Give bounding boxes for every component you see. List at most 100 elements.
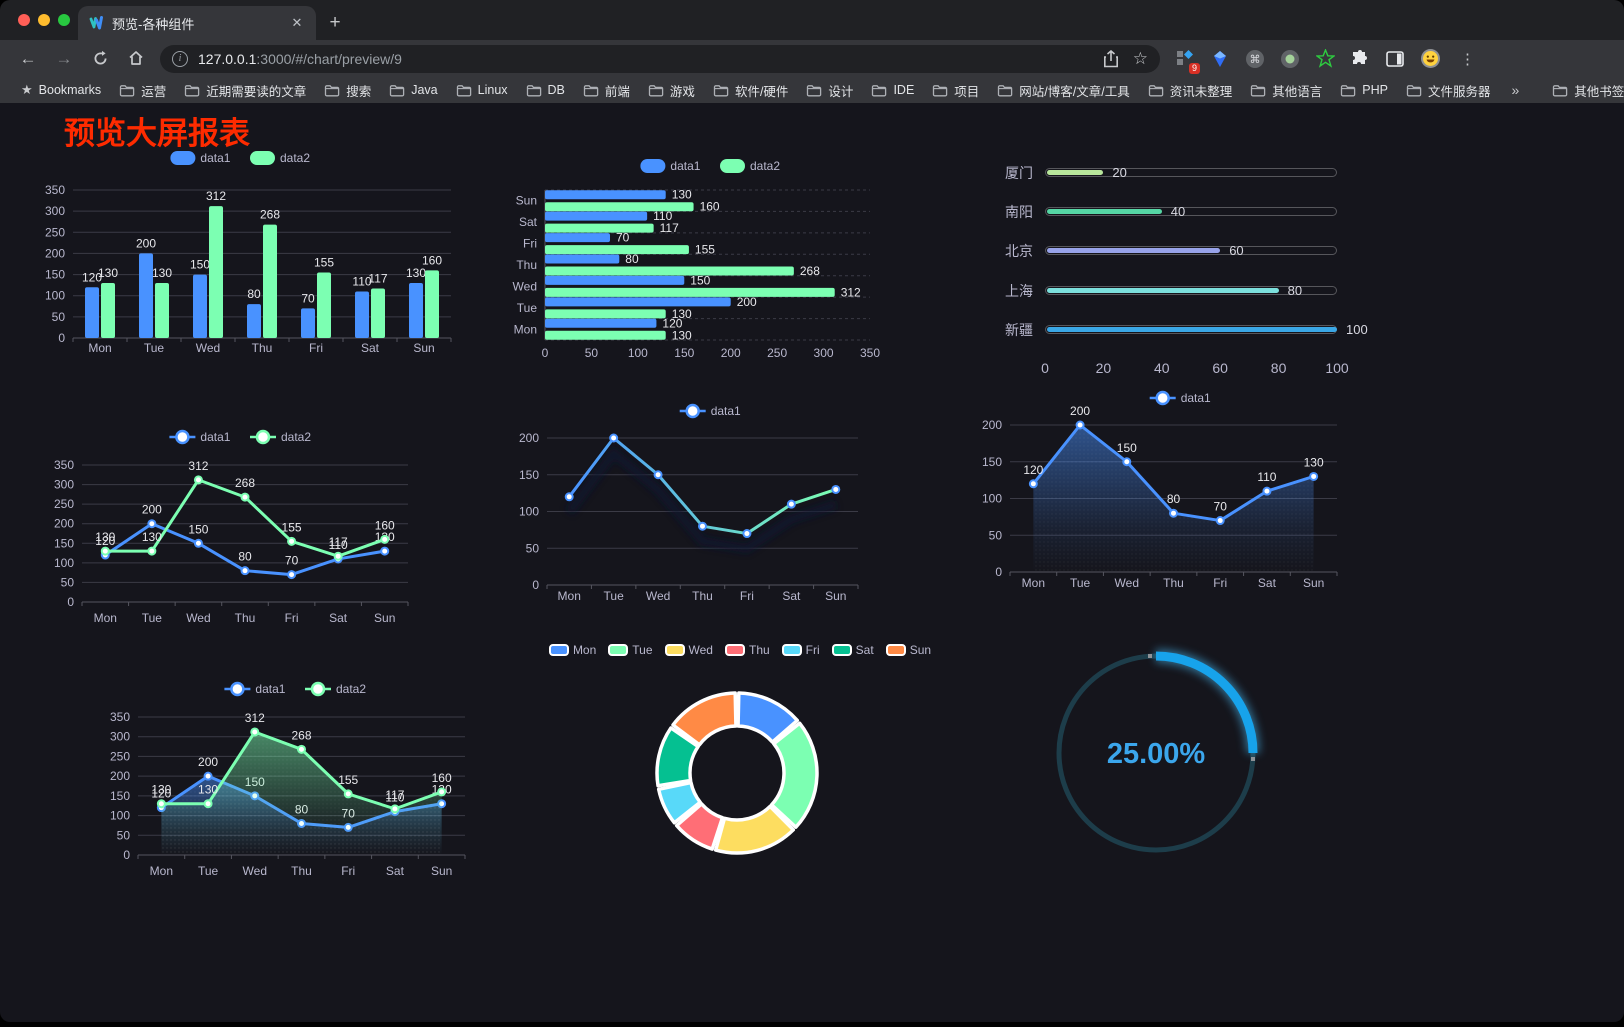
svg-text:150: 150: [519, 468, 539, 482]
bookmark-folder-6[interactable]: 前端: [576, 79, 637, 102]
legend-item-data1[interactable]: data1: [169, 429, 231, 445]
svg-text:200: 200: [519, 431, 539, 445]
legend-item-data2[interactable]: data2: [250, 151, 310, 165]
donut-slice-Fri[interactable]: [656, 780, 702, 825]
extension-emoji-icon[interactable]: [1419, 48, 1441, 70]
extensions-puzzle-icon[interactable]: [1349, 48, 1371, 70]
svg-text:130: 130: [95, 530, 115, 544]
legend-item-data1[interactable]: data1: [1149, 390, 1211, 406]
bar-data1-Thu: [247, 304, 261, 338]
browser-menu-icon[interactable]: ⋮: [1460, 50, 1475, 68]
hbar-data2-Thu: [545, 266, 794, 276]
url-text[interactable]: 127.0.0.1:3000/#/chart/preview/9: [198, 51, 402, 67]
svg-text:data2: data2: [281, 430, 311, 444]
svg-text:80: 80: [1167, 492, 1181, 506]
legend-item-Mon[interactable]: Mon: [548, 643, 596, 657]
browser-tab[interactable]: 预览-各种组件 ✕: [78, 6, 316, 40]
gauge-svg: 25.00%: [1056, 649, 1260, 853]
svg-text:117: 117: [368, 272, 387, 286]
bookmark-item-bookmarks[interactable]: ★ Bookmarks: [21, 82, 102, 97]
svg-text:300: 300: [45, 204, 65, 218]
bookmark-folder-8[interactable]: 软件/硬件: [706, 79, 795, 102]
back-icon[interactable]: ←: [19, 48, 37, 68]
bookmark-folder-1[interactable]: 近期需要读的文章: [177, 79, 313, 102]
tab-close-icon[interactable]: ✕: [291, 15, 303, 30]
minimize-window-button[interactable]: [38, 14, 50, 26]
bookmark-folder-9[interactable]: 设计: [799, 79, 860, 102]
extension-kite-icon[interactable]: [1209, 48, 1231, 70]
legend-item-data1[interactable]: data1: [170, 151, 231, 165]
svg-text:Thu: Thu: [516, 258, 537, 272]
donut-slice-Sat[interactable]: [655, 726, 700, 788]
side-panel-icon[interactable]: [1384, 48, 1406, 70]
svg-text:Sat: Sat: [519, 215, 538, 229]
hbar-data1-Tue: [545, 297, 731, 307]
new-tab-button[interactable]: +: [329, 12, 341, 33]
legend-item-Sat[interactable]: Sat: [831, 643, 874, 657]
home-icon[interactable]: [121, 44, 151, 74]
hbar-data2-Wed: [545, 287, 835, 297]
bookmark-star-icon[interactable]: ☆: [1132, 48, 1148, 68]
legend-item-Fri[interactable]: Fri: [781, 643, 820, 657]
tab-strip: 预览-各种组件 ✕ +: [0, 0, 1624, 40]
svg-text:0: 0: [542, 346, 549, 360]
maximize-window-button[interactable]: [58, 14, 70, 26]
legend-item-data1[interactable]: data1: [640, 159, 701, 173]
site-info-icon[interactable]: i: [172, 50, 188, 67]
svg-text:Sun: Sun: [1303, 576, 1324, 590]
svg-text:117: 117: [660, 221, 679, 235]
legend-item-Wed[interactable]: Wed: [664, 643, 713, 657]
svg-text:130: 130: [98, 266, 118, 280]
chart-progress-bars: 厦门 20 南阳 40 北京 60 上海 80 新疆 100 0 20 40 60 80 100: [975, 145, 1405, 390]
extension-star-icon[interactable]: [1314, 48, 1336, 70]
extension-dot-icon[interactable]: [1279, 48, 1301, 70]
share-icon[interactable]: [1103, 49, 1119, 68]
legend-item-Sun[interactable]: Sun: [885, 643, 931, 657]
donut-slice-Mon[interactable]: [736, 691, 800, 744]
svg-text:Thu: Thu: [1163, 576, 1184, 590]
svg-text:Tue: Tue: [144, 341, 165, 355]
bar-data2-Thu: [263, 224, 277, 338]
donut-slice-Wed[interactable]: [713, 804, 796, 855]
extension-grid-icon[interactable]: 9: [1174, 48, 1200, 74]
donut-slice-Sun[interactable]: [671, 691, 738, 747]
svg-text:Sat: Sat: [386, 864, 405, 878]
legend-item-Tue[interactable]: Tue: [608, 643, 653, 657]
other-bookmarks-folder[interactable]: 其他书签: [1545, 79, 1624, 102]
bookmarks-overflow-chevron[interactable]: »: [1511, 82, 1520, 98]
bookmark-folder-5[interactable]: DB: [519, 81, 572, 99]
bookmark-folder-16[interactable]: 文件服务器: [1399, 79, 1498, 102]
close-window-button[interactable]: [18, 14, 30, 26]
legend-item-data2[interactable]: data2: [250, 429, 311, 445]
bookmark-folder-7[interactable]: 游戏: [641, 79, 702, 102]
bookmark-folder-13[interactable]: 资讯未整理: [1141, 79, 1240, 102]
bookmark-folder-10[interactable]: IDE: [864, 81, 921, 99]
donut-slice-Thu[interactable]: [674, 802, 725, 851]
url-path: :3000/#/chart/preview/9: [256, 50, 402, 67]
svg-text:130: 130: [672, 328, 692, 342]
bookmark-folder-14[interactable]: 其他语言: [1243, 79, 1329, 102]
bookmark-folder-15[interactable]: PHP: [1333, 81, 1395, 99]
svg-text:130: 130: [672, 188, 692, 202]
svg-text:120: 120: [151, 787, 171, 801]
bookmark-folder-3[interactable]: Java: [382, 81, 444, 99]
bookmark-folder-4[interactable]: Linux: [449, 81, 515, 99]
bookmark-folder-11[interactable]: 项目: [925, 79, 986, 102]
bookmark-folder-0[interactable]: 运营: [112, 79, 173, 102]
gauge-progress-arc: [1155, 651, 1258, 754]
legend-item-data1[interactable]: data1: [679, 403, 741, 419]
svg-text:Sat: Sat: [1258, 576, 1277, 590]
legend-item-Thu[interactable]: Thu: [724, 643, 770, 657]
forward-icon[interactable]: →: [55, 48, 73, 68]
legend-item-data1[interactable]: data1: [224, 681, 286, 697]
reload-icon[interactable]: [85, 44, 115, 74]
bookmark-folder-2[interactable]: 搜索: [317, 79, 378, 102]
donut-slice-Tue[interactable]: [769, 721, 819, 829]
progress-row-厦门: 厦门 20: [975, 166, 1405, 180]
address-bar[interactable]: i 127.0.0.1:3000/#/chart/preview/9 ☆: [160, 44, 1160, 73]
bookmark-folder-12[interactable]: 网站/博客/文章/工具: [990, 79, 1136, 102]
extension-command-icon[interactable]: ⌘: [1244, 48, 1266, 70]
legend-item-data2[interactable]: data2: [305, 681, 366, 697]
svg-text:Sat: Sat: [329, 611, 348, 625]
legend-item-data2[interactable]: data2: [720, 159, 780, 173]
